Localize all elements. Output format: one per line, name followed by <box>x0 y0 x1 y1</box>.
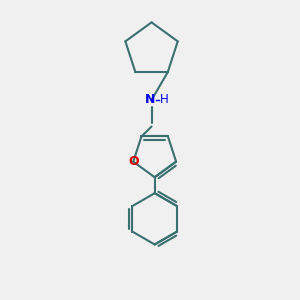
Text: H: H <box>160 93 169 106</box>
Text: N: N <box>145 93 155 106</box>
Text: O: O <box>128 155 139 168</box>
